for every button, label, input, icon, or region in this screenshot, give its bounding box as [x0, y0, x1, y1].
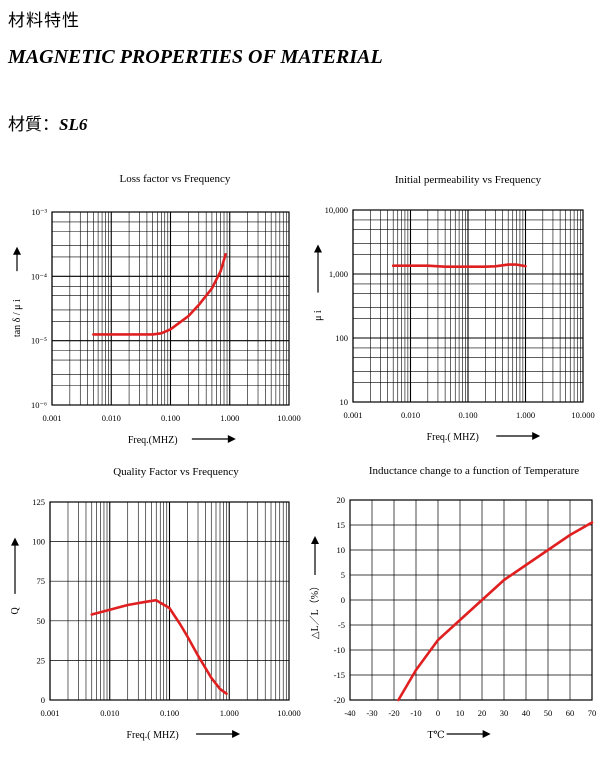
y-tick-label: 5: [341, 570, 345, 580]
x-tick-label: 0.001: [343, 410, 362, 420]
x-tick-label: 60: [566, 708, 575, 718]
y-tick-label: 10: [340, 397, 349, 407]
y-axis-label: Q: [10, 607, 21, 615]
y-axis-label: △L／L（%）: [309, 581, 321, 639]
grid: [51, 212, 289, 406]
y-tick-label: 10⁻⁴: [31, 271, 47, 281]
y-tick-label: 10⁻³: [31, 207, 47, 217]
x-arrow-icon: [191, 435, 236, 443]
x-tick-label: -30: [366, 708, 377, 718]
y-tick-label: 1,000: [329, 269, 348, 279]
y-tick-label: 10⁻⁵: [31, 336, 47, 346]
grid: [352, 210, 583, 403]
x-tick-label: -40: [344, 708, 355, 718]
x-tick-label: 0.100: [161, 413, 180, 423]
x-tick-label: 1.000: [220, 413, 239, 423]
x-tick-label: 10.000: [277, 708, 300, 718]
x-tick-label: 0.010: [100, 708, 119, 718]
y-tick-label: 0: [41, 695, 45, 705]
chart-title: Inductance change to a function of Tempe…: [369, 465, 579, 477]
x-tick-label: 40: [522, 708, 531, 718]
data-series-line: [90, 598, 228, 696]
material-line: 材質：SL6: [8, 110, 87, 135]
material-label: 材質：: [8, 115, 59, 134]
data-series-line: [391, 263, 527, 269]
y-arrow-icon: [11, 537, 19, 594]
x-tick-label: 10.000: [571, 410, 594, 420]
x-tick-label: -10: [410, 708, 421, 718]
plot-frame: [349, 499, 593, 701]
x-axis-label: T℃: [427, 730, 444, 741]
y-tick-label: 50: [37, 616, 46, 626]
material-value: SL6: [59, 115, 88, 134]
x-tick-label: 30: [500, 708, 509, 718]
chart-title: Loss factor vs Frequency: [120, 173, 231, 185]
x-tick-label: 0.100: [160, 708, 179, 718]
english-title: MAGNETIC PROPERTIES OF MATERIAL: [8, 46, 383, 68]
y-tick-label: 125: [32, 497, 45, 507]
y-tick-label: -20: [334, 695, 345, 705]
x-tick-label: 0.100: [458, 410, 477, 420]
grid: [49, 501, 289, 701]
y-arrow-icon: [13, 246, 21, 272]
plot-frame: [352, 209, 584, 403]
x-axis-label: Freq.( MHZ): [126, 730, 178, 741]
x-tick-label: 0.010: [401, 410, 420, 420]
x-axis-label: Freq.(MHZ): [128, 435, 178, 446]
x-tick-label: 0.001: [40, 708, 59, 718]
y-tick-label: 100: [32, 537, 45, 547]
x-tick-label: 10: [456, 708, 465, 718]
y-tick-label: 10,000: [325, 205, 348, 215]
y-tick-label: 0: [341, 595, 345, 605]
chart-title: Initial permeability vs Frequency: [395, 174, 542, 186]
plot-frame: [51, 211, 290, 406]
chinese-title: 材料特性: [8, 11, 80, 30]
x-tick-label: 1.000: [516, 410, 535, 420]
chart-panel: Quality Factor vs Frequency 0.001 0.010 0.1…: [10, 466, 301, 741]
data-series-line: [397, 521, 594, 702]
grid: [349, 499, 593, 701]
y-tick-label: 25: [37, 655, 46, 665]
y-tick-label: 100: [335, 333, 348, 343]
data-series-line: [92, 253, 227, 336]
x-tick-label: 1.000: [220, 708, 239, 718]
chart-panel: Loss factor vs Frequency 0.001 0.010 0.100 1…: [12, 173, 301, 446]
x-tick-label: -20: [388, 708, 399, 718]
y-axis-label: μ i: [313, 310, 324, 321]
x-tick-label: 20: [478, 708, 487, 718]
y-arrow-icon: [314, 244, 322, 293]
y-axis-label: tan δ / μ i: [12, 299, 23, 337]
x-arrow-icon: [196, 730, 241, 738]
x-tick-label: 10.000: [277, 413, 300, 423]
x-tick-label: 0.001: [42, 413, 61, 423]
x-tick-label: 50: [544, 708, 553, 718]
y-tick-label: 10⁻⁶: [31, 400, 47, 410]
plot-frame: [49, 501, 290, 701]
y-tick-label: 10: [337, 545, 346, 555]
y-tick-label: -5: [338, 620, 345, 630]
x-tick-label: 70: [588, 708, 597, 718]
y-tick-label: -15: [334, 670, 345, 680]
x-axis-label: Freq.( MHZ): [427, 432, 479, 443]
chart-panel: Inductance change to a function of Tempe…: [309, 465, 596, 741]
chart-panel: Initial permeability vs Frequency 0.001 0.…: [313, 174, 595, 443]
y-tick-label: 75: [37, 576, 46, 586]
x-tick-label: 0.010: [102, 413, 121, 423]
x-arrow-icon: [496, 432, 541, 440]
chart-title: Quality Factor vs Frequency: [113, 466, 239, 478]
x-tick-label: 0: [436, 708, 440, 718]
y-tick-label: 20: [337, 495, 346, 505]
y-tick-label: -10: [334, 645, 345, 655]
y-arrow-icon: [311, 536, 319, 575]
y-tick-label: 15: [337, 520, 346, 530]
x-arrow-icon: [446, 730, 491, 738]
